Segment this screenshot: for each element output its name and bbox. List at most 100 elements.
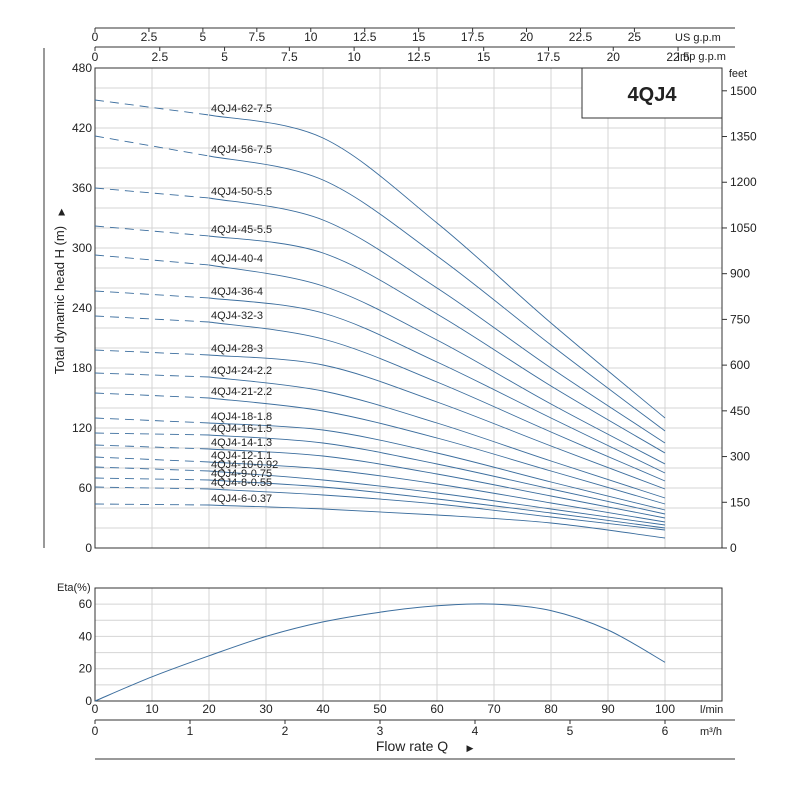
head-curve-dashed xyxy=(94,444,210,450)
us-gpm-tick-label: 12.5 xyxy=(353,30,377,44)
y-axis-title: Total dynamic head H (m) xyxy=(52,226,67,374)
feet-tick-label: 450 xyxy=(730,404,750,418)
feet-tick-label: 1050 xyxy=(730,221,757,235)
head-curve xyxy=(208,155,666,432)
feet-tick-label: 1500 xyxy=(730,84,757,98)
head-curve xyxy=(208,264,666,465)
head-curve xyxy=(208,297,666,474)
head-tick-label: 360 xyxy=(72,181,92,195)
head-curve-dashed xyxy=(94,99,210,116)
series-label: 4QJ4-14-1.3 xyxy=(211,437,272,449)
series-label: 4QJ4-8-0.55 xyxy=(211,477,272,489)
series-label: 4QJ4-12-1.1 xyxy=(211,450,272,462)
head-curve xyxy=(208,197,666,444)
imp-gpm-tick-label: 15 xyxy=(477,50,491,64)
head-curve-dashed xyxy=(94,225,210,237)
series-label: 4QJ4-16-1.5 xyxy=(211,423,272,435)
head-tick-label: 120 xyxy=(72,421,92,435)
head-curve-dashed xyxy=(94,392,210,399)
m3h-tick-label: 6 xyxy=(662,724,669,738)
us-gpm-tick-label: 17.5 xyxy=(461,30,485,44)
head-tick-label: 480 xyxy=(72,61,92,75)
series-label: 4QJ4-32-3 xyxy=(211,310,263,322)
head-curve xyxy=(208,114,666,419)
feet-tick-label: 0 xyxy=(730,541,737,555)
head-tick-label: 180 xyxy=(72,361,92,375)
imp-gpm-tick-label: 0 xyxy=(92,50,99,64)
lmin-tick-label: 50 xyxy=(373,702,387,716)
series-label: 4QJ4-28-3 xyxy=(211,343,263,355)
us-gpm-tick-label: 0 xyxy=(92,30,99,44)
feet-tick-label: 150 xyxy=(730,495,750,509)
us-gpm-tick-label: 25 xyxy=(628,30,642,44)
head-curve xyxy=(208,434,666,515)
m3h-label: m³/h xyxy=(700,726,722,738)
lmin-tick-label: 0 xyxy=(92,702,99,716)
us-gpm-label: US g.p.m xyxy=(675,32,721,44)
us-gpm-tick-label: 22.5 xyxy=(569,30,593,44)
feet-tick-label: 900 xyxy=(730,267,750,281)
head-curve-dashed xyxy=(94,349,210,356)
series-label: 4QJ4-10-0.92 xyxy=(211,459,278,471)
head-curve-dashed xyxy=(94,290,210,299)
head-curve-dashed xyxy=(94,466,210,472)
lmin-tick-label: 40 xyxy=(316,702,330,716)
series-label: 4QJ4-24-2.2 xyxy=(211,365,272,377)
eta-tick-label: 40 xyxy=(79,629,93,643)
imp-gpm-tick-label: 20 xyxy=(607,50,621,64)
series-label: 4QJ4-62-7.5 xyxy=(211,103,272,115)
feet-tick-label: 600 xyxy=(730,358,750,372)
head-tick-label: 420 xyxy=(72,121,92,135)
series-label: 4QJ4-18-1.8 xyxy=(211,411,272,423)
head-curve xyxy=(208,235,666,454)
series-label: 4QJ4-56-7.5 xyxy=(211,144,272,156)
head-curve xyxy=(208,504,666,539)
head-curve xyxy=(208,321,666,482)
lmin-tick-label: 80 xyxy=(544,702,558,716)
head-curve-dashed xyxy=(94,254,210,266)
head-plot-frame xyxy=(94,67,723,549)
imp-gpm-tick-label: 2.5 xyxy=(151,50,168,64)
head-curve-dashed xyxy=(94,477,210,481)
m3h-tick-label: 4 xyxy=(472,724,479,738)
head-tick-label: 300 xyxy=(72,241,92,255)
chart-title: 4QJ4 xyxy=(628,84,678,106)
eta-axis-label: Eta(%) xyxy=(57,582,91,594)
feet-tick-label: 1200 xyxy=(730,175,757,189)
head-curve xyxy=(208,354,666,490)
head-curve-dashed xyxy=(94,503,210,506)
us-gpm-tick-label: 20 xyxy=(520,30,534,44)
head-curve-dashed xyxy=(94,417,210,424)
series-label: 4QJ4-40-4 xyxy=(211,253,263,265)
feet-axis-label: feet xyxy=(729,68,747,80)
us-gpm-tick-label: 15 xyxy=(412,30,426,44)
feet-tick-label: 300 xyxy=(730,450,750,464)
series-label: 4QJ4-6-0.37 xyxy=(211,493,272,505)
imp-gpm-tick-label: 7.5 xyxy=(281,50,298,64)
imp-gpm-tick-label: 12.5 xyxy=(407,50,431,64)
title-box xyxy=(581,67,723,119)
feet-tick-label: 750 xyxy=(730,312,750,326)
head-tick-label: 240 xyxy=(72,301,92,315)
us-gpm-tick-label: 5 xyxy=(200,30,207,44)
lmin-tick-label: 100 xyxy=(655,702,675,716)
eta-tick-label: 0 xyxy=(85,694,92,708)
x-axis-title: Flow rate Q xyxy=(376,738,448,754)
series-label: 4QJ4-36-4 xyxy=(211,286,263,298)
imp-gpm-label: Imp g.p.m xyxy=(677,51,726,63)
eta-tick-label: 20 xyxy=(79,662,93,676)
head-curve xyxy=(208,376,666,499)
series-label: 4QJ4-9-0.75 xyxy=(211,468,272,480)
head-curve xyxy=(208,461,666,523)
head-curve-dashed xyxy=(94,432,210,436)
imp-gpm-tick-label: 22.5 xyxy=(666,50,690,64)
m3h-tick-label: 2 xyxy=(282,724,289,738)
head-tick-label: 60 xyxy=(79,481,93,495)
series-label: 4QJ4-21-2.2 xyxy=(211,386,272,398)
head-curve xyxy=(208,448,666,519)
head-curve-dashed xyxy=(94,486,210,490)
imp-gpm-tick-label: 17.5 xyxy=(537,50,561,64)
head-curve xyxy=(208,397,666,505)
